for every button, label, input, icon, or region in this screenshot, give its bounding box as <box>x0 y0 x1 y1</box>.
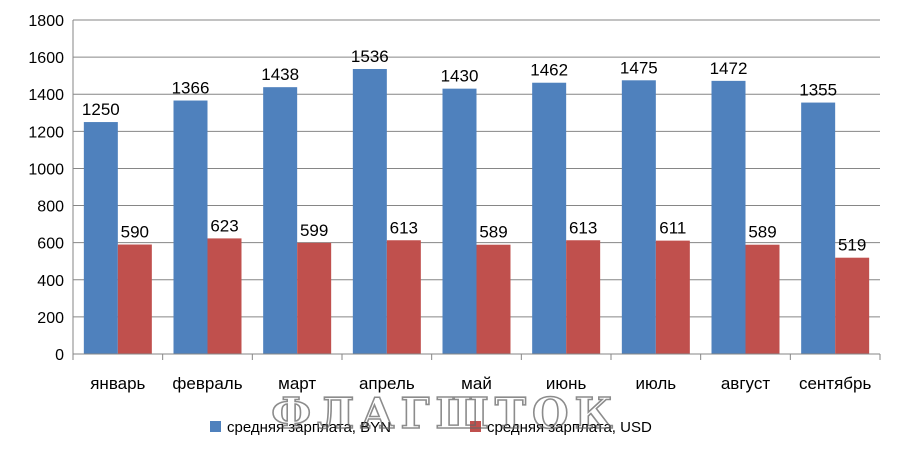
data-label: 1250 <box>82 100 120 119</box>
data-label: 1462 <box>530 61 568 80</box>
data-label: 1366 <box>172 79 210 98</box>
y-axis-tick-labels: 0 200 400 600 800 1000 1200 1400 1600 1800 <box>28 13 64 364</box>
legend-swatch <box>470 421 481 432</box>
x-tick-label: февраль <box>172 374 242 393</box>
data-label: 1536 <box>351 47 389 66</box>
legend-swatch <box>210 421 221 432</box>
x-tick-label: июнь <box>546 374 587 393</box>
axes <box>72 20 881 360</box>
bar-byn <box>532 82 567 355</box>
legend-entry: средняя зарплата, BYN <box>227 419 391 436</box>
bar-usd <box>566 240 601 354</box>
bar-byn <box>801 102 836 354</box>
data-label: 1475 <box>620 58 658 77</box>
data-label: 519 <box>838 236 866 255</box>
bar-usd <box>117 244 152 354</box>
y-tick-label: 400 <box>37 273 64 290</box>
x-tick-label: май <box>461 374 492 393</box>
data-label: 589 <box>479 223 507 242</box>
bar-byn <box>621 80 656 355</box>
watermark: ФЛАГШТОК <box>271 389 619 438</box>
data-label: 589 <box>748 223 776 242</box>
bar-byn <box>173 100 208 354</box>
data-label: 613 <box>390 218 418 237</box>
legend-entry: средняя зарплата, USD <box>487 419 652 436</box>
bar-byn <box>442 88 477 355</box>
x-tick-label: январь <box>90 374 145 393</box>
bar-byn <box>263 87 298 354</box>
bars <box>83 68 870 355</box>
data-label: 623 <box>210 216 238 235</box>
bar-usd <box>207 238 242 354</box>
bar-usd <box>297 242 332 354</box>
y-tick-label: 1400 <box>28 87 64 104</box>
x-tick-label: март <box>278 374 316 393</box>
data-label: 1472 <box>710 59 748 78</box>
data-label: 1355 <box>799 81 837 100</box>
data-label: 1438 <box>261 65 299 84</box>
y-tick-label: 1200 <box>28 124 64 141</box>
y-tick-label: 1600 <box>28 50 64 67</box>
x-tick-label: апрель <box>359 374 415 393</box>
data-label: 599 <box>300 221 328 240</box>
y-tick-label: 1000 <box>28 161 64 178</box>
legend: средняя зарплата, BYN средняя зарплата, U… <box>210 419 652 436</box>
data-labels: 1250 590 1366 623 1438 599 1536 613 1430 589 1462 6… <box>82 47 866 255</box>
y-tick-label: 600 <box>37 236 64 253</box>
y-tick-label: 800 <box>37 199 64 216</box>
x-tick-label: сентябрь <box>799 374 872 393</box>
x-tick-label: июль <box>636 374 677 393</box>
data-label: 1430 <box>441 67 479 86</box>
y-tick-label: 200 <box>37 310 64 327</box>
y-tick-label: 0 <box>55 347 64 364</box>
y-tick-label: 1800 <box>28 13 64 30</box>
x-axis-tick-labels: январь февраль март апрель май июнь июль август… <box>90 374 871 393</box>
data-label: 590 <box>121 223 149 242</box>
bar-usd <box>655 240 690 354</box>
bar-byn <box>352 68 387 354</box>
data-label: 611 <box>659 219 686 238</box>
bar-usd <box>476 244 511 354</box>
data-label: 613 <box>569 218 597 237</box>
bar-usd <box>835 257 870 354</box>
bar-usd <box>386 240 421 354</box>
bar-byn <box>83 122 118 354</box>
x-tick-label: август <box>721 374 770 393</box>
bar-usd <box>745 244 780 354</box>
bar-byn <box>711 80 746 355</box>
